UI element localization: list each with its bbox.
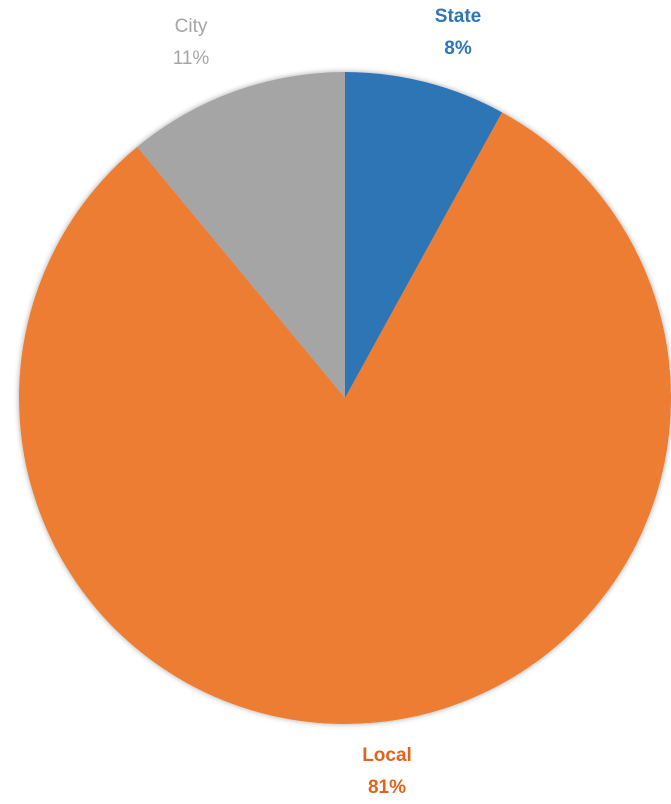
data-label-state-name: State bbox=[435, 6, 481, 27]
pie-labels: State 8% Local 81% City 11% bbox=[173, 6, 482, 798]
data-label-local-percent: 81% bbox=[368, 777, 406, 798]
pie-slice-local bbox=[19, 112, 671, 724]
pie-slice-city bbox=[137, 72, 345, 398]
data-label-city-percent: 11% bbox=[173, 48, 210, 69]
data-label-city-name: City bbox=[175, 16, 208, 37]
pie-slice-state bbox=[345, 72, 503, 398]
data-label-state-percent: 8% bbox=[444, 38, 472, 59]
data-label-local-name: Local bbox=[362, 745, 412, 766]
pie-slices bbox=[19, 72, 671, 724]
